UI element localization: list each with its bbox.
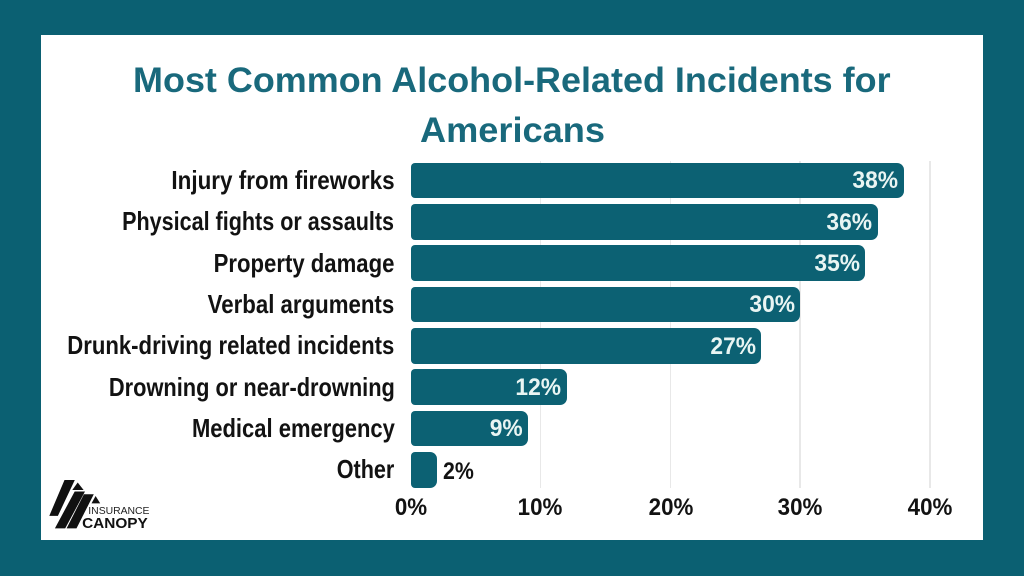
svg-text:INSURANCE: INSURANCE [88,506,149,517]
svg-text:CANOPY: CANOPY [82,515,148,531]
